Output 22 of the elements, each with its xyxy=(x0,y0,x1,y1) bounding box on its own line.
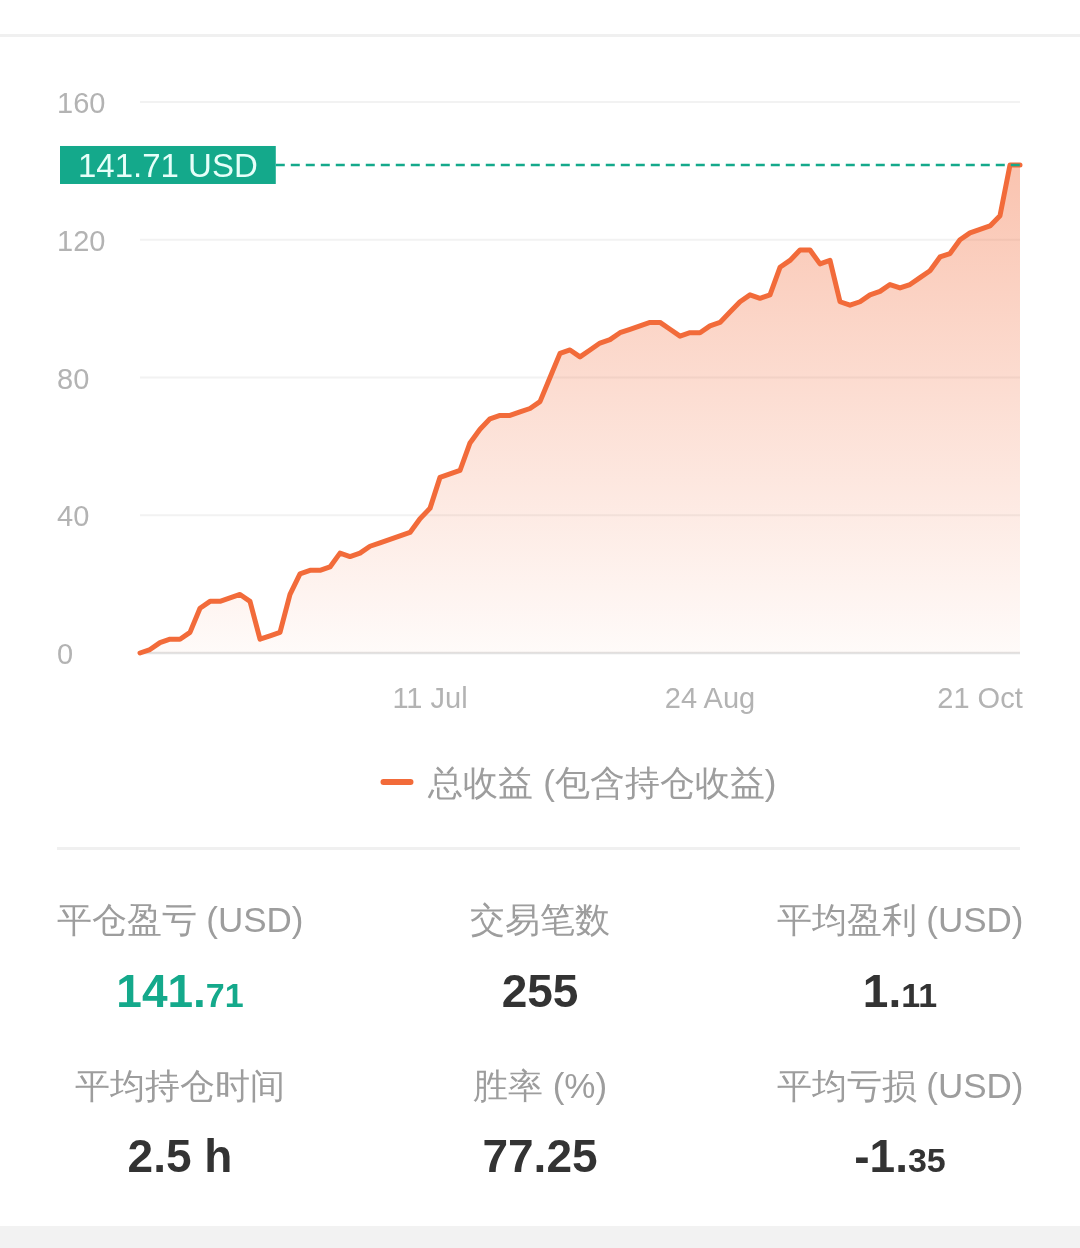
y-tick-label: 160 xyxy=(57,87,106,119)
ref-line-label: 141.71 USD xyxy=(78,146,258,184)
text: 平均盈利 (USD) xyxy=(776,900,1024,939)
y-tick-label: 40 xyxy=(57,500,90,533)
text: 平均持仓时间 xyxy=(75,1066,285,1105)
text: 平均亏损 (USD) xyxy=(776,1066,1024,1105)
text: 2.5 h xyxy=(127,1130,233,1182)
text: 1.11 xyxy=(862,965,938,1017)
text: 141.71 xyxy=(116,965,244,1017)
text: 交易笔数 xyxy=(470,900,610,939)
legend-label: 总收益 (包含持仓收益) xyxy=(427,763,777,802)
text: 平仓盈亏 (USD) xyxy=(56,900,304,939)
y-tick-label: 120 xyxy=(57,224,106,257)
y-tick-label: 0 xyxy=(57,638,74,670)
text: -1.35 xyxy=(854,1130,946,1182)
text: 胜率 (%) xyxy=(472,1066,608,1105)
text: 255 xyxy=(501,965,579,1017)
y-tick-label: 80 xyxy=(57,362,90,395)
x-tick-label: 21 Oct xyxy=(937,682,1023,714)
x-tick-label: 24 Aug xyxy=(664,682,756,714)
x-tick-label: 11 Jul xyxy=(392,682,468,714)
text: 77.25 xyxy=(482,1130,598,1182)
